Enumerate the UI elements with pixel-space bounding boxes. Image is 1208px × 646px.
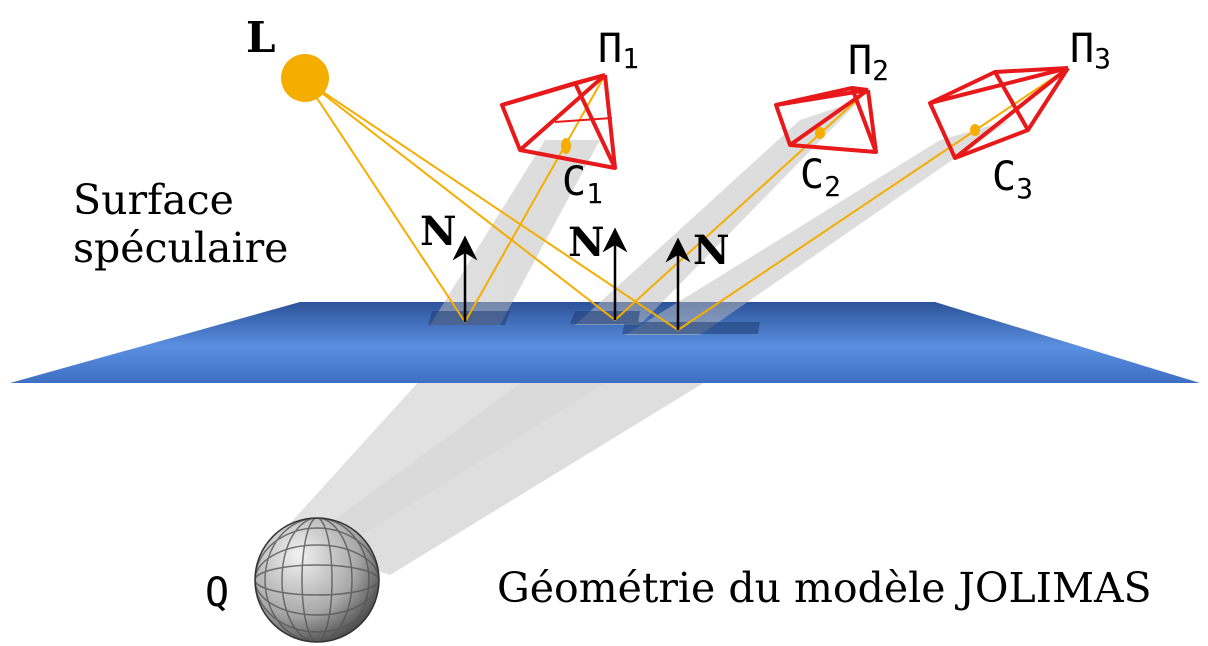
normal-label-1: N bbox=[420, 208, 457, 255]
camera-center-label-1: C1 bbox=[562, 159, 603, 210]
beam-above-2 bbox=[575, 100, 860, 325]
camera-1 bbox=[500, 73, 617, 170]
camera-3 bbox=[928, 66, 1070, 160]
camera-center-3 bbox=[970, 124, 980, 136]
camera-plane-label-1: Π1 bbox=[598, 26, 639, 75]
light-source-icon bbox=[281, 54, 329, 102]
surface-normals bbox=[452, 227, 691, 330]
reflection-patch-3 bbox=[622, 322, 760, 334]
beam-below-2 bbox=[300, 325, 700, 560]
camera-center-label-2: C2 bbox=[800, 152, 841, 203]
camera-center-2 bbox=[815, 127, 825, 139]
normal-label-3: N bbox=[693, 227, 730, 274]
object-label: Q bbox=[205, 570, 229, 616]
light-rays bbox=[304, 67, 1069, 331]
normal-label-2: N bbox=[568, 219, 605, 266]
camera-center-1 bbox=[561, 138, 571, 154]
object-sphere bbox=[254, 517, 380, 643]
ray-light-to-point-1 bbox=[304, 79, 466, 323]
surface-label-line1: Surface bbox=[73, 176, 234, 224]
camera-2 bbox=[774, 86, 878, 154]
camera-plane-label-2: Π2 bbox=[848, 38, 889, 87]
beams-above-surface bbox=[430, 100, 1010, 335]
surface-label-line2: spéculaire bbox=[73, 224, 288, 272]
camera-plane-label-3: Π3 bbox=[1070, 26, 1111, 75]
figure-caption: Géométrie du modèle JOLIMAS bbox=[497, 564, 1152, 612]
ray-light-to-point-2 bbox=[304, 79, 616, 321]
specular-surface bbox=[10, 302, 1200, 383]
beam-below-3 bbox=[330, 330, 790, 575]
beam-above-3 bbox=[625, 120, 1010, 335]
ray-point-3-to-camera-3 bbox=[677, 67, 1069, 331]
ray-point-1-to-camera-1 bbox=[464, 74, 606, 323]
ray-point-2-to-camera-2 bbox=[614, 89, 869, 321]
reflection-patch-1 bbox=[428, 311, 510, 325]
camera-center-label-3: C3 bbox=[992, 154, 1033, 205]
light-label: L bbox=[246, 13, 276, 62]
